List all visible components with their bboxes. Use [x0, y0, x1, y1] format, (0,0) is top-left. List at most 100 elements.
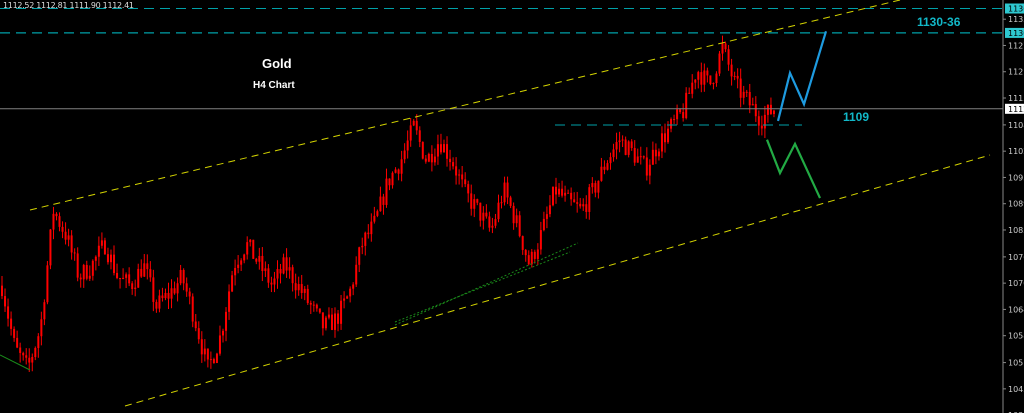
- candle-body: [370, 221, 373, 235]
- chart-title: Gold: [262, 56, 292, 71]
- candle-body: [255, 258, 258, 262]
- candle-body: [606, 163, 609, 170]
- y-tick-label: 1133.90: [1008, 15, 1024, 24]
- candle-body: [509, 197, 512, 206]
- candle-body: [660, 133, 663, 152]
- candle-body: [34, 348, 37, 357]
- candle-body: [479, 202, 482, 221]
- candle-body: [100, 240, 103, 246]
- candle-body: [464, 179, 467, 185]
- candle-body: [279, 269, 282, 274]
- candle-body: [221, 330, 224, 336]
- ohlc-readout: 1112.52 1112.81 1111.90 1112.41: [3, 1, 134, 10]
- candle-body: [188, 291, 191, 297]
- candle-body: [766, 104, 769, 115]
- candle-body: [642, 156, 645, 158]
- candle-body: [663, 133, 666, 143]
- candle-body: [527, 255, 530, 265]
- candle-body: [585, 204, 588, 212]
- candle-body: [267, 268, 270, 283]
- candle-body: [273, 278, 276, 285]
- candle-body: [7, 306, 10, 319]
- candle-body: [218, 335, 221, 354]
- candle-body: [249, 239, 252, 243]
- candle-body: [603, 166, 606, 170]
- candle-body: [306, 288, 309, 303]
- candle-body: [648, 164, 651, 176]
- candle-body: [152, 277, 155, 302]
- candle-body: [694, 79, 697, 83]
- candle-body: [43, 302, 46, 320]
- candle-body: [94, 256, 97, 261]
- candle-body: [772, 110, 775, 115]
- candle-body: [521, 236, 524, 250]
- candle-body: [109, 254, 112, 263]
- trend-dotted-line: [394, 242, 579, 326]
- candle-body: [470, 193, 473, 209]
- candle-body: [46, 265, 49, 303]
- candle-body: [379, 196, 382, 212]
- candle-body: [621, 139, 624, 141]
- candle-body: [225, 311, 228, 331]
- candle-body: [612, 149, 615, 158]
- candle-body: [594, 183, 597, 193]
- candle-body: [297, 284, 300, 291]
- candle-body: [52, 213, 55, 230]
- candle-body: [651, 149, 654, 165]
- candle-body: [376, 211, 379, 216]
- candle-body: [545, 214, 548, 219]
- candle-body: [31, 356, 34, 363]
- candle-body: [315, 304, 318, 309]
- candle-body: [258, 255, 261, 262]
- candle-body: [179, 269, 182, 284]
- candle-body: [403, 150, 406, 160]
- candle-body: [558, 188, 561, 195]
- candle-body: [113, 254, 116, 273]
- channel-lower-line: [124, 154, 991, 407]
- candle-body: [243, 254, 246, 261]
- candle-body: [334, 313, 337, 330]
- candle-body: [327, 314, 330, 318]
- candle-body: [13, 328, 16, 338]
- y-tick-label: 1095.95: [1008, 173, 1024, 182]
- y-tick-label: 1127.60: [1008, 41, 1024, 50]
- candle-body: [288, 267, 291, 271]
- candle-body: [361, 245, 364, 248]
- trend-line: [0, 354, 31, 371]
- candle-body: [503, 182, 506, 203]
- candle-body: [551, 186, 554, 206]
- candle-body: [76, 253, 79, 278]
- candle-body: [252, 239, 255, 259]
- channel-upper-line: [29, 0, 901, 211]
- candle-body: [161, 295, 164, 299]
- candle-body: [116, 272, 119, 278]
- candle-body: [615, 142, 618, 150]
- candle-body: [588, 187, 591, 212]
- candle-body: [724, 43, 727, 50]
- candle-body: [733, 75, 736, 77]
- candle-body: [515, 215, 518, 224]
- candle-body: [433, 156, 436, 163]
- candle-body: [170, 288, 173, 299]
- candle-body: [739, 78, 742, 98]
- candle-body: [697, 72, 700, 80]
- candle-body: [25, 355, 28, 358]
- candle-body: [237, 264, 240, 268]
- y-tick-label: 1045.25: [1008, 385, 1024, 394]
- support-label: 1109: [843, 110, 870, 124]
- candle-body: [194, 321, 197, 329]
- candle-body: [564, 192, 567, 196]
- candle-body: [400, 159, 403, 174]
- candle-body: [757, 116, 760, 126]
- candle-body: [191, 296, 194, 322]
- candle-body: [512, 205, 515, 224]
- y-tick-label: 1058.00: [1008, 332, 1024, 341]
- candle-body: [745, 91, 748, 93]
- candle-body: [337, 313, 340, 324]
- candle-body: [19, 347, 22, 353]
- candle-body: [352, 284, 355, 289]
- candle-body: [173, 288, 176, 294]
- candle-body: [676, 109, 679, 120]
- candle-body: [149, 269, 152, 278]
